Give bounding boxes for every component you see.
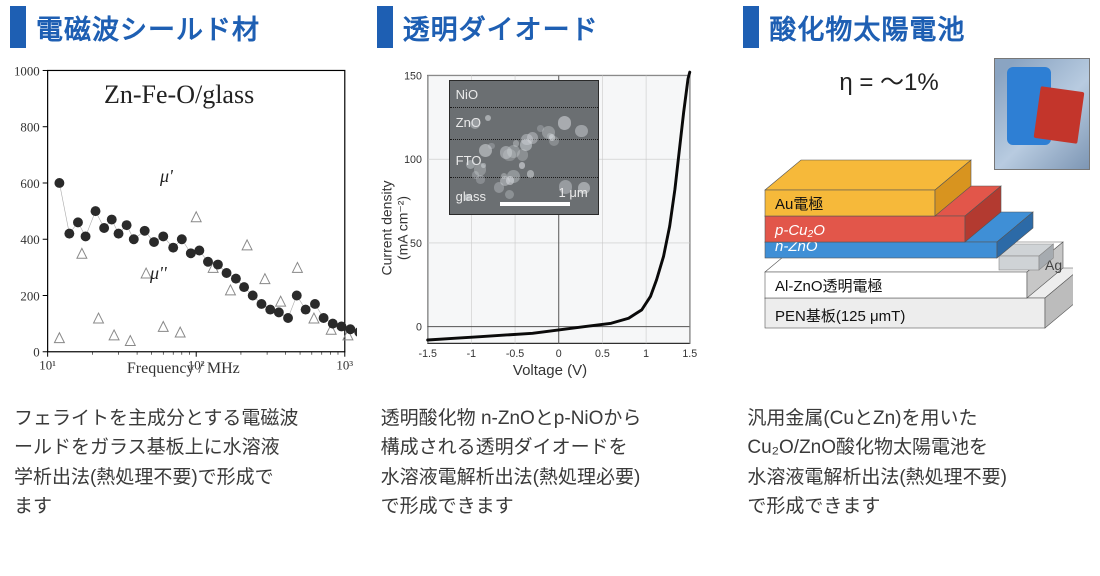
sem-texture — [575, 125, 588, 138]
sem-texture — [519, 162, 525, 168]
title-bar-icon — [10, 6, 26, 48]
title-text: 透明ダイオード — [403, 8, 599, 47]
svg-text:0: 0 — [416, 321, 422, 333]
sem-texture — [464, 194, 470, 200]
svg-text:1: 1 — [643, 348, 649, 360]
svg-text:-1: -1 — [466, 348, 476, 360]
title-text: 電磁波シールド材 — [36, 8, 260, 47]
device-stack: η = ～1% PEN基板(125 μmT)Al-ZnO透明電極Agn-ZnOp… — [743, 58, 1090, 388]
sem-texture — [506, 176, 515, 185]
sem-layer-label: NiO — [456, 87, 478, 102]
svg-text:100: 100 — [404, 154, 422, 166]
figure-emshield: 0200400600800100010¹10²10³ Zn-Fe-O/glass… — [10, 58, 357, 398]
x-axis-label: Voltage (V) — [513, 362, 587, 379]
sem-texture — [485, 115, 491, 121]
x-axis-label: Frequency / MHz — [127, 360, 240, 378]
mu-doubleprime-label: μ'' — [150, 263, 167, 284]
col-emshield: 電磁波シールド材 0200400600800100010¹10²10³ Zn-F… — [0, 0, 367, 576]
col-solarcell: 酸化物太陽電池 η = ～1% PEN基板(125 μmT)Al-ZnO透明電極… — [733, 0, 1100, 576]
caption-diode: 透明酸化物 n-ZnOとp-NiOから構成される透明ダイオードを水溶液電解析出法… — [377, 398, 724, 522]
title-bar-icon — [377, 6, 393, 48]
figure-solarcell: η = ～1% PEN基板(125 μmT)Al-ZnO透明電極Agn-ZnOp… — [743, 58, 1090, 398]
sem-inset: NiOZnOFTOglass1 μm — [449, 80, 599, 215]
svg-text:1.5: 1.5 — [682, 348, 697, 360]
svg-text:-1.5: -1.5 — [418, 348, 436, 360]
device-stack-svg: PEN基板(125 μmT)Al-ZnO透明電極Agn-ZnOp-Cu₂OAu電… — [743, 88, 1073, 388]
svg-text:p-Cu₂O: p-Cu₂O — [774, 222, 825, 239]
col-diode: 透明ダイオード -1.5-1-0.500.511.5050100150 Curr… — [367, 0, 734, 576]
columns: 電磁波シールド材 0200400600800100010¹10²10³ Zn-F… — [0, 0, 1100, 576]
sem-texture — [527, 132, 539, 144]
sem-texture — [505, 190, 514, 199]
title-row: 電磁波シールド材 — [10, 6, 357, 48]
svg-text:800: 800 — [20, 121, 39, 135]
title-row: 酸化物太陽電池 — [743, 6, 1090, 48]
sem-texture — [470, 119, 480, 129]
caption-emshield: フェライトを主成分とする電磁波ールドをガラス基板上に水溶液学析出法(熱処理不要)… — [10, 398, 357, 522]
sem-scalebar — [500, 202, 570, 206]
sem-texture — [513, 140, 519, 146]
sem-texture — [517, 149, 529, 161]
svg-text:200: 200 — [20, 289, 39, 303]
sem-texture — [503, 149, 515, 161]
sem-texture — [474, 163, 486, 175]
chart-inset-label: Zn-Fe-O/glass — [104, 80, 254, 110]
svg-text:-0.5: -0.5 — [506, 348, 524, 360]
y-axis-label: Current density (mA cm⁻²) — [378, 168, 411, 288]
sem-texture — [501, 173, 507, 179]
title-row: 透明ダイオード — [377, 6, 724, 48]
svg-text:Al-ZnO透明電極: Al-ZnO透明電極 — [775, 278, 883, 295]
svg-text:600: 600 — [20, 177, 39, 191]
sem-interface-line — [450, 107, 598, 108]
svg-text:10³: 10³ — [336, 359, 353, 373]
svg-text:0.5: 0.5 — [595, 348, 610, 360]
svg-text:Au電極: Au電極 — [775, 196, 823, 213]
caption-solarcell: 汎用金属(CuとZn)を用いたCu₂O/ZnO酸化物太陽電池を水溶液電解析出法(… — [743, 398, 1090, 522]
sem-scalebar-text: 1 μm — [559, 185, 588, 200]
svg-text:10¹: 10¹ — [39, 359, 56, 373]
svg-text:400: 400 — [20, 233, 39, 247]
svg-text:PEN基板(125 μmT): PEN基板(125 μmT) — [775, 307, 905, 325]
svg-text:150: 150 — [404, 70, 422, 82]
mu-prime-label: μ' — [160, 166, 173, 187]
figure-diode: -1.5-1-0.500.511.5050100150 Current dens… — [377, 58, 724, 398]
svg-text:1000: 1000 — [14, 64, 40, 78]
svg-text:Ag: Ag — [1045, 257, 1062, 273]
svg-text:0: 0 — [555, 348, 561, 360]
sem-texture — [558, 116, 571, 129]
title-text: 酸化物太陽電池 — [769, 8, 965, 47]
sem-texture — [494, 182, 505, 193]
sem-texture — [542, 126, 555, 139]
sem-texture — [527, 170, 535, 178]
sem-texture — [488, 143, 494, 149]
title-bar-icon — [743, 6, 759, 48]
